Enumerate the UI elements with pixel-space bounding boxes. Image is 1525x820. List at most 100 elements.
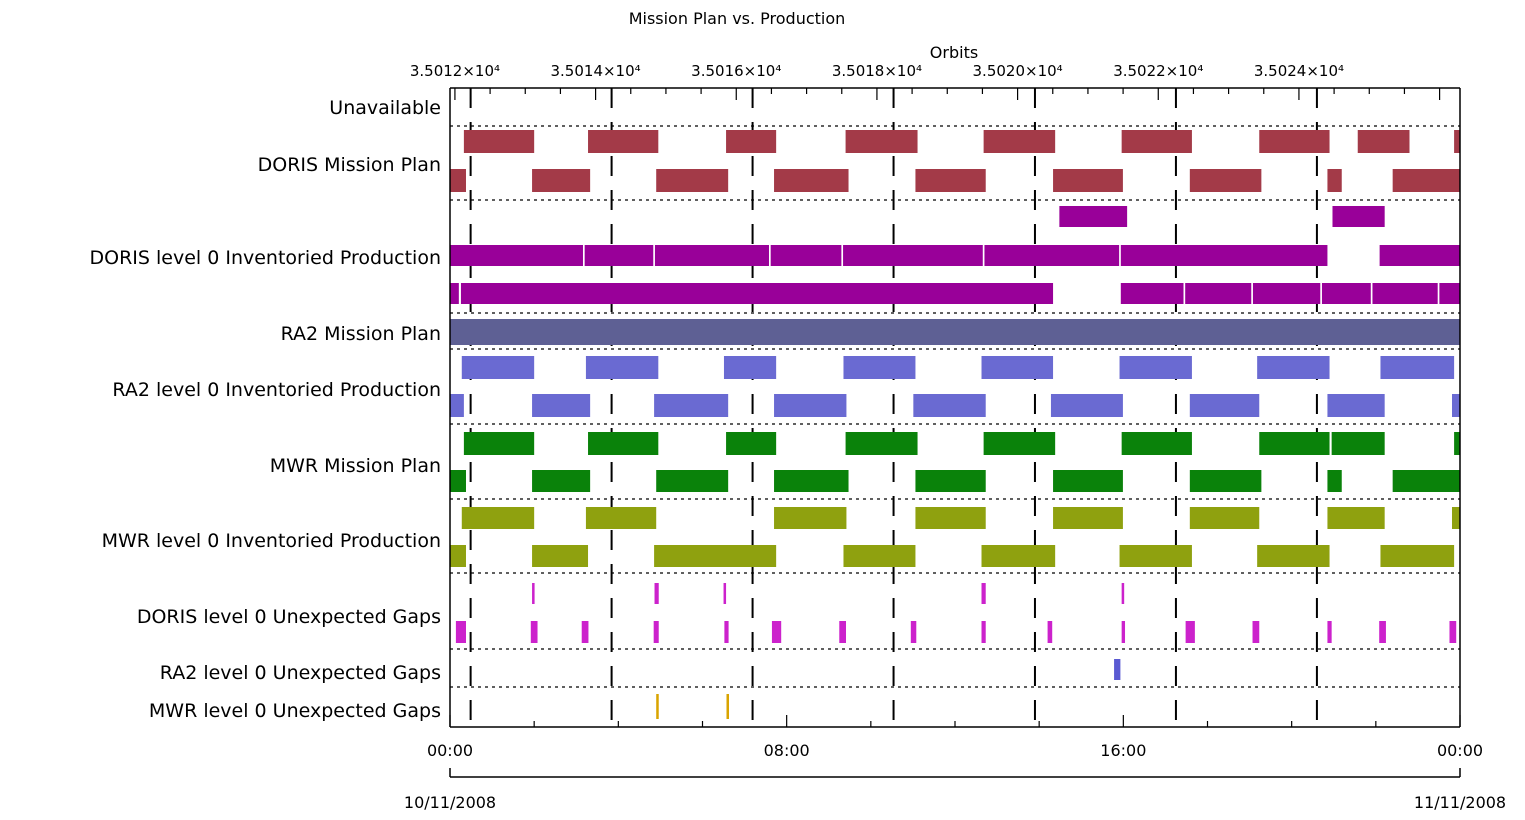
bottom-axis: 00:00 08:00 16:00 00:00 [427, 715, 1483, 778]
doris_plan-bar [450, 169, 466, 192]
doris_gap-bar [723, 583, 727, 604]
ra2_prod-bar [1119, 356, 1192, 379]
row-label: DORIS Mission Plan [258, 154, 441, 176]
mwr_prod-bar [585, 507, 657, 529]
ra2_prod-bar [461, 356, 535, 379]
doris_plan-bar [1327, 169, 1342, 192]
doris_prod-bar [450, 283, 459, 304]
doris_prod-bar [1332, 206, 1385, 227]
row-label: DORIS level 0 Inventoried Production [90, 247, 442, 269]
top-tick-label: 3.5014×10⁴ [551, 62, 641, 80]
top-tick-label: 3.5016×10⁴ [691, 62, 781, 80]
mwr_prod-bar [532, 545, 589, 567]
doris_plan-bar [774, 169, 849, 192]
bars-layer [450, 130, 1460, 719]
chart-title: Mission Plan vs. Production [629, 9, 846, 28]
doris_plan-bar [1392, 169, 1460, 192]
ra2_prod-bar [654, 394, 729, 417]
doris_plan-bar [915, 169, 986, 192]
mwr_prod-bar [1053, 507, 1123, 529]
ra2_prod-bar [1050, 394, 1123, 417]
mwr_prod-bar [915, 507, 986, 529]
mwr_plan-bar [726, 432, 777, 455]
ra2_prod-bar [1189, 394, 1260, 417]
top-tick-label: 3.5012×10⁴ [410, 62, 500, 80]
top-tick-label: 3.5024×10⁴ [1254, 62, 1344, 80]
doris_prod-bar [1120, 283, 1184, 304]
doris_prod-bar [584, 245, 654, 266]
mwr_prod-bar [981, 545, 1056, 567]
doris_gap-bar [1121, 621, 1126, 643]
mwr_plan-bar [1454, 432, 1460, 455]
mwr_plan-bar [1189, 470, 1262, 492]
doris_prod-bar [770, 245, 842, 266]
mwr_plan-bar [915, 470, 986, 492]
mwr_prod-bar [774, 507, 847, 529]
mwr_plan-bar [656, 470, 729, 492]
doris_gap-bar [724, 621, 729, 643]
doris_plan-bar [588, 130, 659, 153]
doris_plan-bar [1357, 130, 1410, 153]
doris_plan-bar [1121, 130, 1192, 153]
doris_plan-bar [1189, 169, 1262, 192]
doris_prod-bar [1379, 245, 1460, 266]
mwr_plan-bar [1392, 470, 1460, 492]
ra2_prod-bar [585, 356, 659, 379]
doris_plan-bar [726, 130, 777, 153]
ra2_prod-bar [1380, 356, 1455, 379]
top-axis: 3.5012×10⁴ 3.5014×10⁴ 3.5016×10⁴ 3.5018×10⁴… [410, 62, 1460, 100]
doris_gap-bar [1185, 621, 1195, 643]
doris_plan-bar [532, 169, 591, 192]
mwr_plan-bar [1327, 470, 1342, 492]
mwr_plan-bar [1121, 432, 1192, 455]
doris_gap-bar [771, 621, 782, 643]
mwr_prod-bar [461, 507, 535, 529]
row-separators [450, 125, 1460, 688]
bottom-tick-label: 00:00 [1437, 741, 1483, 760]
mwr_plan-bar [532, 470, 591, 492]
row-label: DORIS level 0 Unexpected Gaps [137, 606, 441, 628]
ra2_prod-bar [1327, 394, 1385, 417]
mwr_plan-bar [588, 432, 659, 455]
start-date: 10/11/2008 [404, 793, 496, 812]
ra2_plan-bar [450, 319, 1460, 345]
doris_plan-bar [845, 130, 918, 153]
doris_prod-bar [1120, 245, 1328, 266]
mwr_plan-bar [845, 432, 918, 455]
mwr_prod-bar [1380, 545, 1455, 567]
doris_gap-bar [1121, 583, 1125, 604]
mwr_plan-bar [1259, 432, 1330, 455]
bottom-tick-label: 00:00 [427, 741, 473, 760]
doris_prod-bar [1372, 283, 1438, 304]
doris_prod-bar [1059, 206, 1128, 227]
doris_plan-bar [983, 130, 1056, 153]
mwr_gap-bar [726, 694, 730, 719]
mwr_plan-bar [983, 432, 1056, 455]
ra2_prod-bar [774, 394, 847, 417]
doris_plan-bar [656, 169, 729, 192]
row-label: MWR level 0 Inventoried Production [102, 530, 441, 552]
doris_prod-bar [460, 283, 1054, 304]
doris_gap-bar [654, 583, 659, 604]
bottom-tick-label: 16:00 [1100, 741, 1146, 760]
doris_plan-bar [1454, 130, 1460, 153]
ra2_prod-bar [981, 356, 1054, 379]
doris_gap-bar [981, 621, 986, 643]
row-label: RA2 Mission Plan [281, 323, 441, 345]
doris_plan-bar [463, 130, 535, 153]
doris_gap-bar [1449, 621, 1457, 643]
doris_gap-bar [1379, 621, 1386, 643]
doris_prod-bar [984, 245, 1120, 266]
bottom-tick-label: 08:00 [764, 741, 810, 760]
row-label: RA2 level 0 Unexpected Gaps [160, 662, 441, 684]
ra2_prod-bar [450, 394, 464, 417]
doris_prod-bar [1185, 283, 1252, 304]
mwr_prod-bar [654, 545, 777, 567]
doris_prod-bar [843, 245, 983, 266]
doris_gap-bar [581, 621, 589, 643]
ra2_prod-bar [532, 394, 591, 417]
top-tick-label: 3.5022×10⁴ [1113, 62, 1203, 80]
ra2_prod-bar [1257, 356, 1330, 379]
mwr_prod-bar [1257, 545, 1330, 567]
